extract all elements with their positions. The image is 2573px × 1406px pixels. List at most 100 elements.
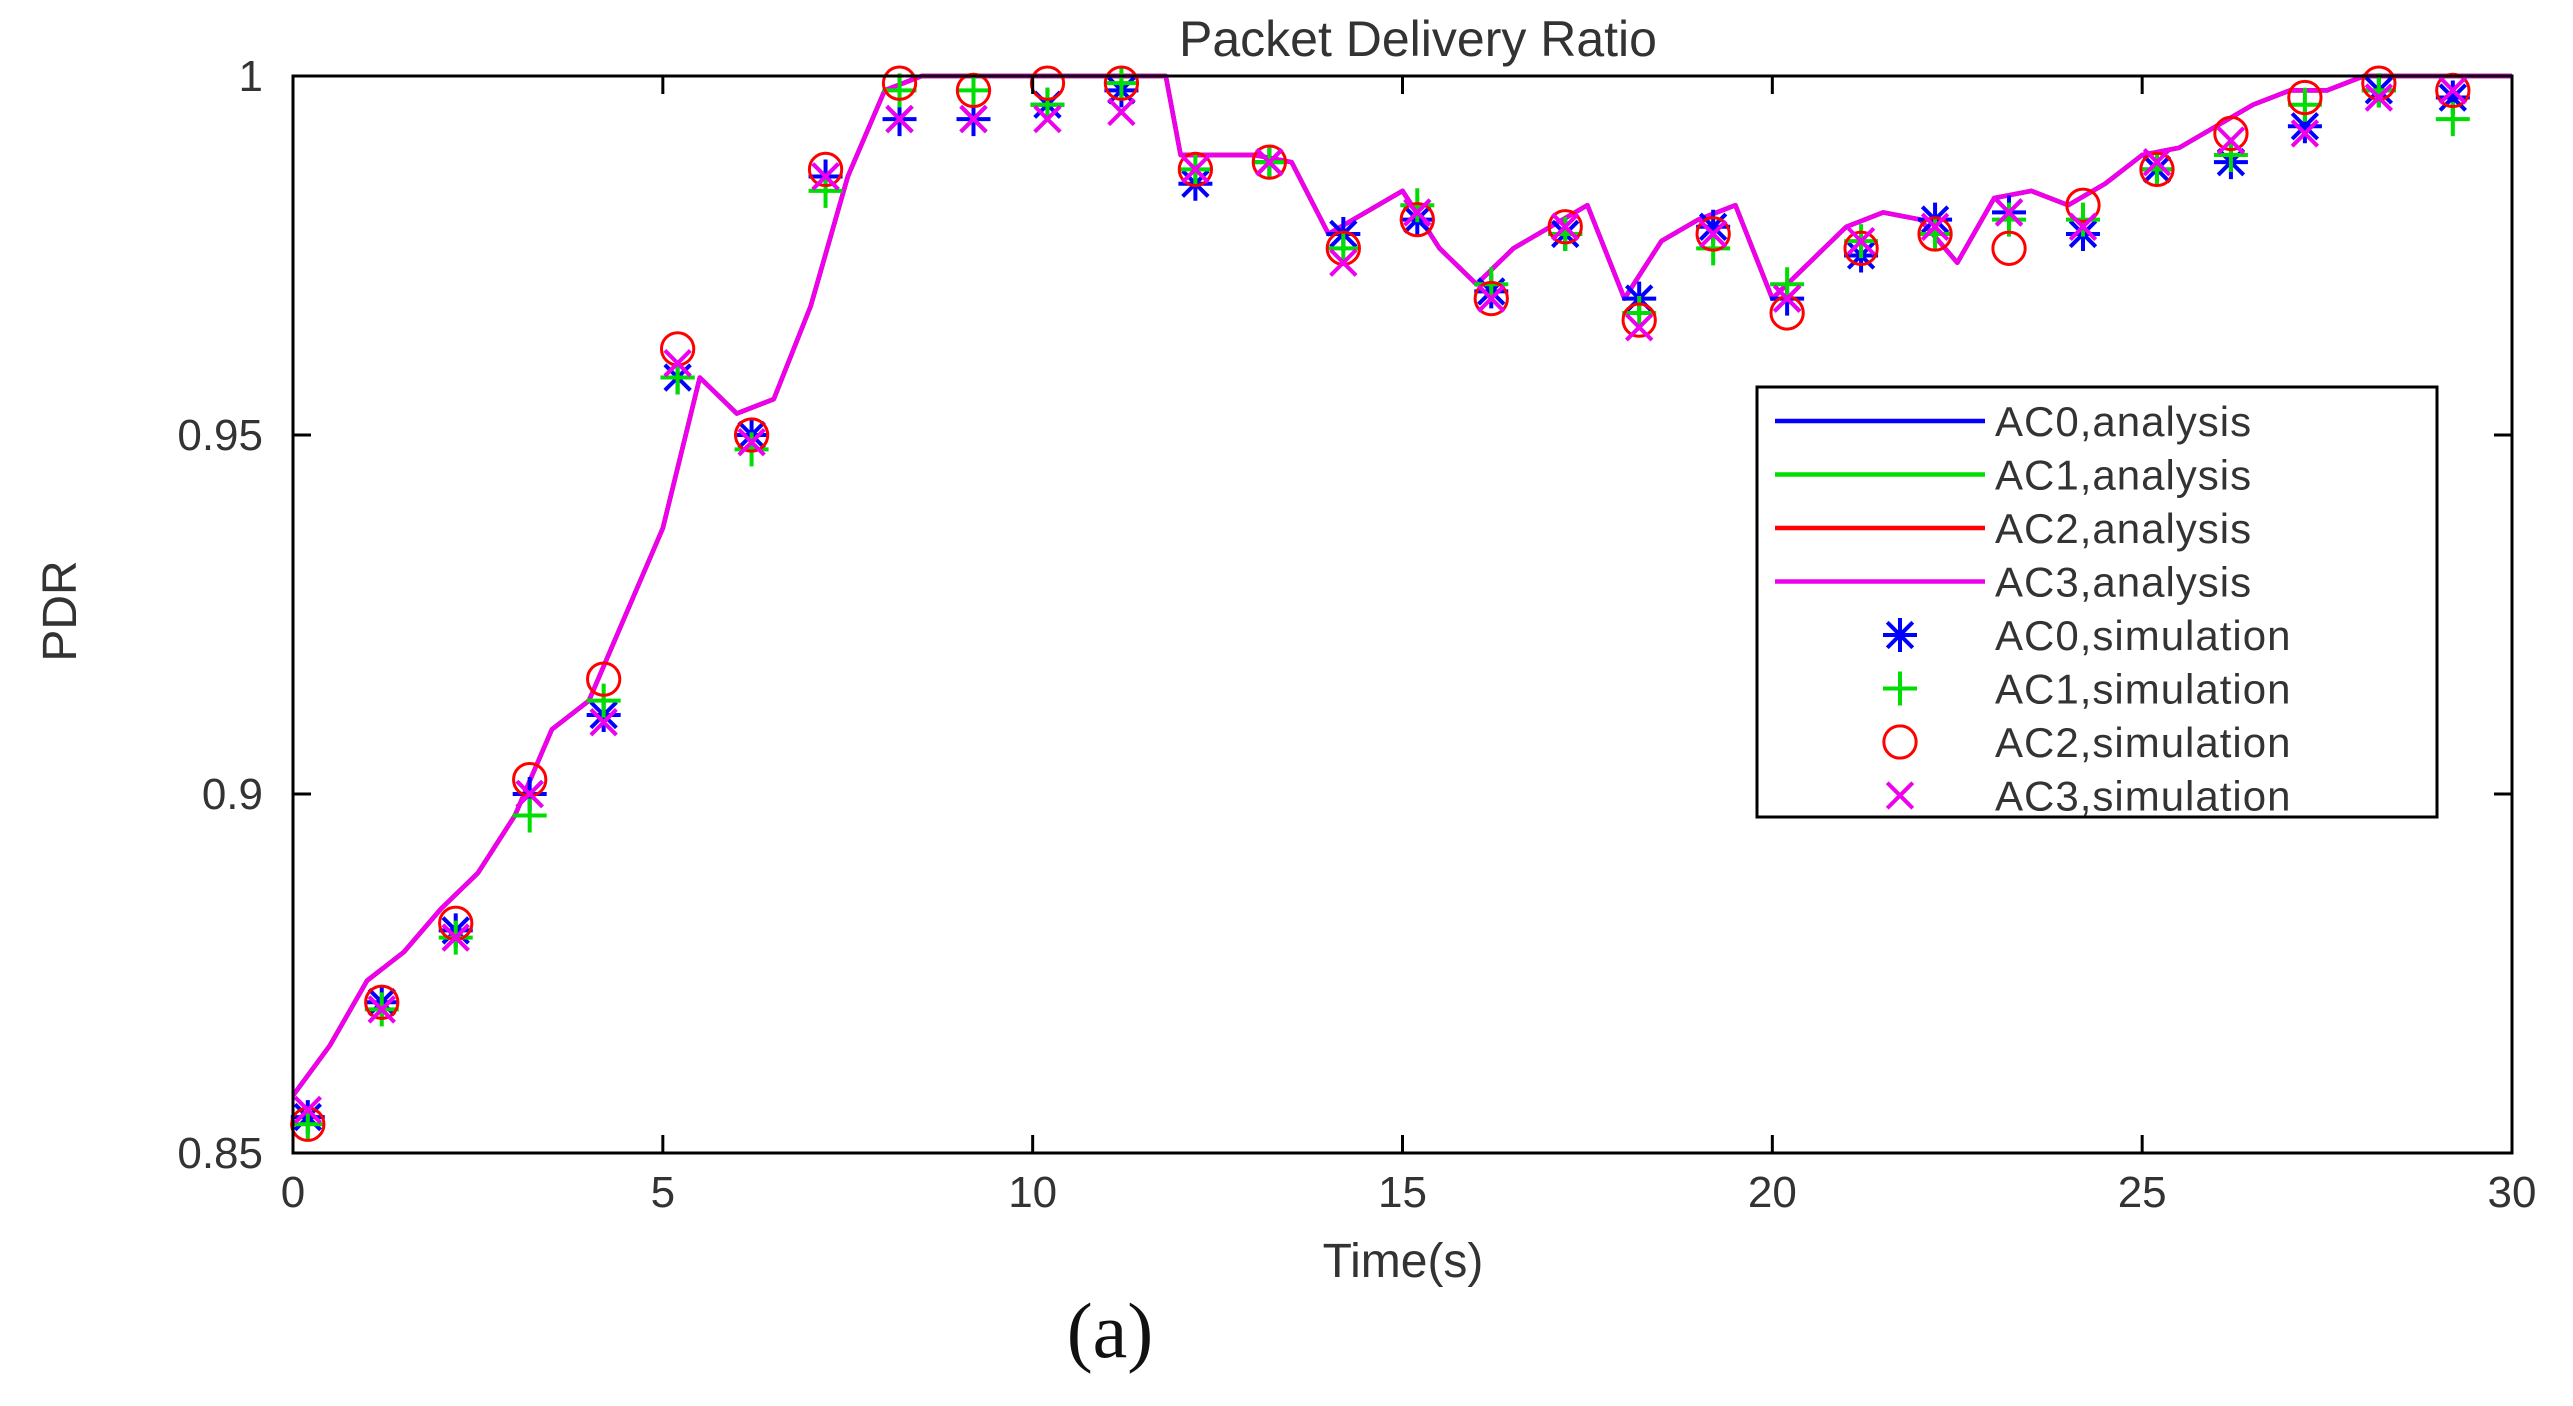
data-point [733,417,770,453]
data-point [737,428,766,457]
data-point [807,151,844,187]
data-point [1103,65,1140,101]
legend-entry-label: AC1,analysis [1995,452,2252,499]
legend-entry-label: AC2,analysis [1995,505,2252,552]
chart-title: Packet Delivery Ratio [1179,11,1657,67]
data-point [1622,295,1657,330]
data-point [1918,216,1953,251]
legend-entry-label: AC0,analysis [1995,398,2252,445]
data-point [1326,231,1361,266]
data-point [1400,188,1435,223]
data-point [1030,87,1065,122]
data-point [1474,267,1509,302]
data-point [586,683,621,718]
data-point [512,798,547,833]
x-tick-label: 0 [281,1168,305,1217]
data-point [1033,104,1062,134]
data-point [1695,216,1731,252]
data-point [1551,212,1580,241]
series-line-ac3-analysis [293,73,2512,1097]
data-point [1772,284,1802,313]
data-point [293,1095,322,1125]
data-point [2287,79,2323,116]
data-point [956,73,991,108]
data-point [1696,209,1731,244]
x-tick-label: 15 [1378,1168,1427,1217]
figure-caption: (a) [1067,1287,1154,1374]
legend-entry-label: AC2,simulation [1995,719,2291,766]
data-point [1994,198,2024,227]
legend-marker-swatch [1882,724,1918,760]
data-point [734,432,769,467]
data-point [882,73,917,108]
data-point [2142,147,2172,177]
data-point [290,1107,325,1142]
data-point [1181,155,1210,184]
data-point [1329,248,1358,277]
data-point [959,104,988,134]
y-tick-label: 0.9 [202,770,263,819]
data-point [2290,119,2320,148]
data-point [441,923,470,952]
data-point [1255,147,1284,177]
data-point [1991,230,2027,266]
legend-marker-swatch [1885,781,1915,810]
data-point [2065,187,2101,223]
legend-marker-swatch [1883,671,1917,706]
data-point [1696,231,1731,266]
data-point [663,349,692,378]
x-tick-label: 10 [1008,1168,1057,1217]
legend: AC0,analysis AC1,analysis AC2,analysis AC3,… [1755,385,2439,820]
data-point [1251,144,1288,180]
data-point [2213,115,2249,152]
data-point [1547,209,1583,245]
x-tick-label: 25 [2118,1168,2167,1217]
series-markers-ac3-simulation [293,76,2467,1125]
y-tick-label: 0.85 [177,1129,263,1178]
data-point [367,995,396,1024]
data-point [1177,151,1214,187]
data-point [2364,83,2394,112]
axis-ticks: 0 5 10 15 20 25 30 0.85 0.9 0.95 1 [177,52,2536,1217]
y-tick-label: 1 [239,52,263,101]
legend-entry-label: AC3,simulation [1995,773,2291,820]
data-point [885,104,914,134]
data-point [1104,66,1139,101]
data-point [586,661,622,697]
data-point [1920,212,1950,241]
data-point [2139,152,2174,187]
data-point [811,162,840,191]
legend-marker-swatch [1883,618,1917,652]
data-point [2065,202,2100,237]
data-point [1843,230,1879,266]
x-tick-label: 5 [651,1168,675,1217]
data-point [1698,219,1728,249]
data-point [2361,73,2396,108]
data-point [1548,216,1583,251]
data-point [881,65,918,101]
data-point [1403,198,1432,227]
data-point [1846,226,1876,256]
legend-entry-label: AC0,simulation [1995,612,2291,659]
data-point [2139,151,2175,187]
data-point [2435,80,2470,115]
legend-box [1755,385,2439,819]
data-point [2216,126,2246,155]
data-point [808,173,843,208]
data-point [2435,72,2471,109]
data-point [2213,137,2248,172]
data-point [2287,87,2322,122]
data-point [1625,313,1654,342]
x-tick-label: 20 [1748,1168,1797,1217]
data-point [2068,212,2098,241]
data-point [589,708,618,737]
legend-entry-label: AC3,analysis [1995,559,2252,606]
data-point [2287,109,2322,144]
data-point [2438,76,2467,105]
data-point [364,984,400,1020]
data-point [955,72,992,109]
legend-entry-label: AC1,simulation [1995,666,2291,713]
data-point [1621,302,1657,338]
